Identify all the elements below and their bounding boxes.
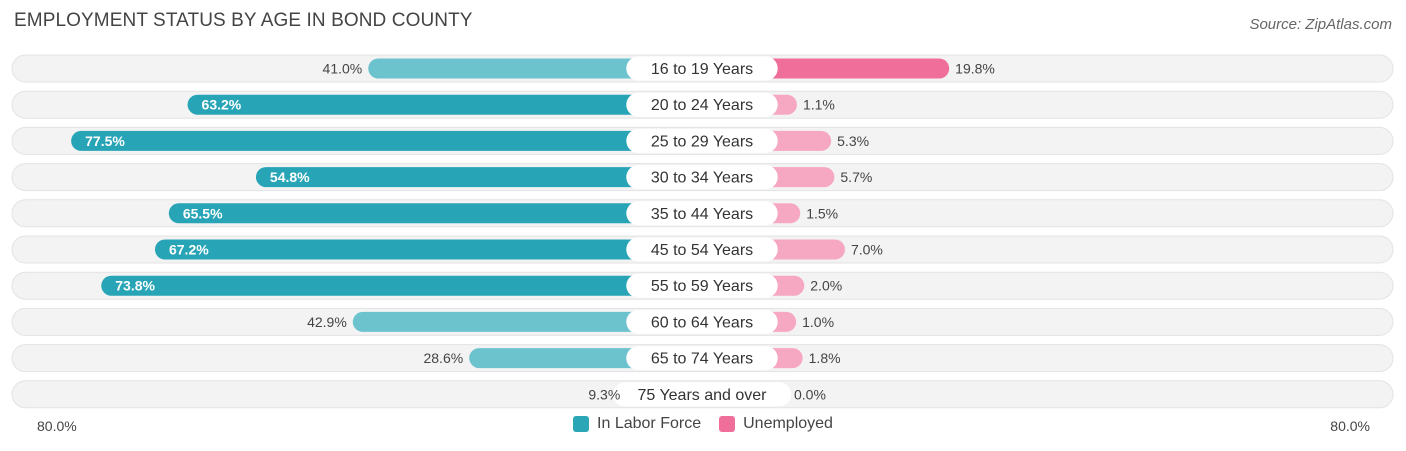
category-label-pill [626,128,778,153]
category-label: 45 to 54 Years [651,242,753,259]
bar-labor-force [101,275,702,296]
category-label-pill [626,346,778,371]
value-label-labor-force: 9.3% [588,386,620,402]
category-label-pill [626,92,778,117]
legend-item-labor-force: In Labor Force [573,415,701,433]
category-label: 75 Years and over [638,387,768,404]
category-label-pill [626,201,778,226]
category-label-pill [626,273,778,298]
bar-labor-force [154,239,702,260]
value-label-unemployed: 1.5% [806,205,838,221]
value-label-unemployed: 5.3% [837,133,869,149]
axis-right-label: 80.0% [1330,418,1370,434]
bar-labor-force [168,203,702,224]
value-label-unemployed: 19.8% [955,61,995,77]
value-label-labor-force: 42.9% [307,314,347,330]
category-label: 65 to 74 Years [651,351,753,368]
axis-left-label: 80.0% [37,418,77,434]
value-label-labor-force: 65.5% [183,205,223,221]
category-label: 60 to 64 Years [651,314,753,331]
category-label-pill [626,56,778,81]
value-label-unemployed: 1.8% [809,350,841,366]
category-label-pill [626,165,778,190]
category-label-pill [626,309,778,334]
value-label-labor-force: 73.8% [115,278,155,294]
value-label-labor-force: 77.5% [85,133,125,149]
category-label: 35 to 44 Years [651,206,753,223]
value-label-labor-force: 41.0% [323,61,363,77]
value-label-labor-force: 28.6% [423,350,463,366]
value-label-unemployed: 7.0% [851,242,883,258]
value-label-labor-force: 63.2% [202,97,242,113]
bar-labor-force [255,167,703,188]
category-label: 20 to 24 Years [651,97,753,114]
value-label-unemployed: 1.1% [803,97,835,113]
legend-label-labor-force: In Labor Force [597,415,702,432]
legend-swatch-unemployed [719,416,736,432]
category-label-pill [612,382,792,407]
value-label-unemployed: 2.0% [810,278,842,294]
value-label-unemployed: 1.0% [802,314,834,330]
bar-labor-force [71,130,702,151]
bar-labor-force [187,94,702,115]
value-label-labor-force: 67.2% [169,242,209,258]
category-label: 16 to 19 Years [651,61,753,78]
category-label: 30 to 34 Years [651,170,753,187]
value-label-labor-force: 54.8% [270,169,310,185]
category-label: 25 to 29 Years [651,133,753,150]
bar-labor-force [368,58,702,79]
legend-label-unemployed: Unemployed [743,415,833,432]
category-label: 55 to 59 Years [651,278,753,295]
chart-title: EMPLOYMENT STATUS BY AGE IN BOND COUNTY [14,10,473,31]
value-label-unemployed: 5.7% [840,169,872,185]
bar-labor-force [352,311,702,332]
legend: In Labor Force Unemployed [0,415,1406,433]
category-label-pill [626,237,778,262]
legend-item-unemployed: Unemployed [719,415,833,433]
legend-swatch-labor-force [573,416,590,432]
chart-source: Source: ZipAtlas.com [1249,16,1392,33]
value-label-unemployed: 0.0% [794,386,826,402]
